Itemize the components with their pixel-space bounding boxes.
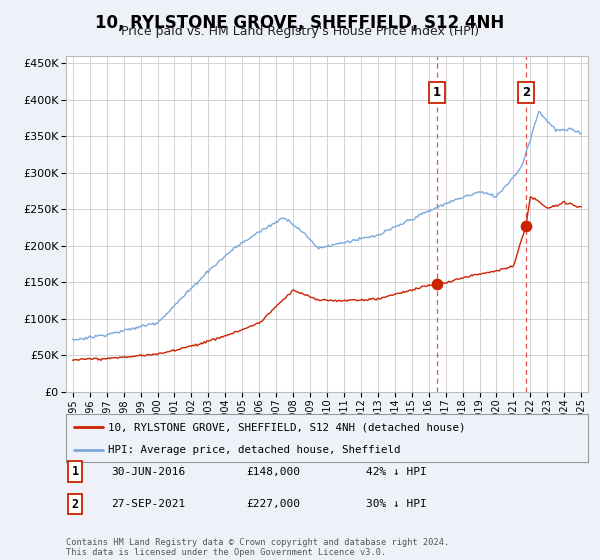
Text: 42% ↓ HPI: 42% ↓ HPI	[366, 466, 427, 477]
Text: £227,000: £227,000	[246, 499, 300, 509]
Text: 10, RYLSTONE GROVE, SHEFFIELD, S12 4NH: 10, RYLSTONE GROVE, SHEFFIELD, S12 4NH	[95, 14, 505, 32]
Text: 30% ↓ HPI: 30% ↓ HPI	[366, 499, 427, 509]
Text: 30-JUN-2016: 30-JUN-2016	[111, 466, 185, 477]
Text: 1: 1	[71, 465, 79, 478]
Text: 10, RYLSTONE GROVE, SHEFFIELD, S12 4NH (detached house): 10, RYLSTONE GROVE, SHEFFIELD, S12 4NH (…	[108, 422, 465, 432]
Text: Contains HM Land Registry data © Crown copyright and database right 2024.
This d: Contains HM Land Registry data © Crown c…	[66, 538, 449, 557]
Text: 2: 2	[71, 497, 79, 511]
Point	[521, 222, 531, 231]
Text: 1: 1	[433, 86, 441, 99]
Text: £148,000: £148,000	[246, 466, 300, 477]
Text: Price paid vs. HM Land Registry's House Price Index (HPI): Price paid vs. HM Land Registry's House …	[121, 25, 479, 38]
Point	[433, 279, 442, 288]
Text: HPI: Average price, detached house, Sheffield: HPI: Average price, detached house, Shef…	[108, 445, 400, 455]
Text: 2: 2	[522, 86, 530, 99]
Text: 27-SEP-2021: 27-SEP-2021	[111, 499, 185, 509]
